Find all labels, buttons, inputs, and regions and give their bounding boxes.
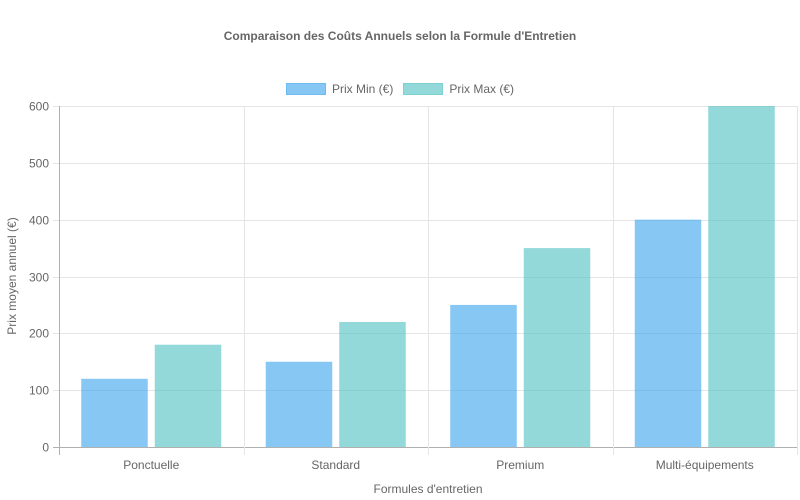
x-tick-label: Standard: [311, 458, 360, 472]
chart-legend: Prix Min (€) Prix Max (€): [0, 82, 800, 96]
bar-prix-min[interactable]: [450, 304, 517, 447]
bar-prix-min[interactable]: [265, 361, 333, 447]
x-tick-label: Premium: [496, 458, 544, 472]
y-axis-label: Prix moyen annuel (€): [5, 217, 19, 335]
y-axis-ticks: 0 100 200 300 400 500 600: [29, 100, 49, 455]
y-tick-label: 400: [29, 214, 49, 228]
bar-prix-max[interactable]: [154, 344, 222, 447]
bar-prix-max[interactable]: [339, 321, 406, 447]
y-tick-label: 300: [29, 271, 49, 285]
legend-item-prix-min[interactable]: Prix Min (€): [285, 82, 394, 96]
bar-prix-max[interactable]: [708, 106, 775, 447]
legend-swatch-prix-min: [285, 83, 326, 95]
legend-label-prix-max: Prix Max (€): [449, 82, 514, 96]
x-axis-label: Formules d'entretien: [373, 482, 483, 496]
y-tick-label: 600: [29, 100, 49, 114]
legend-label-prix-min: Prix Min (€): [331, 82, 394, 96]
legend-item-prix-max[interactable]: Prix Max (€): [403, 82, 514, 96]
y-tick-label: 500: [29, 157, 49, 171]
y-tick-label: 0: [42, 441, 49, 455]
chart-title: Comparaison des Coûts Annuels selon la F…: [223, 29, 577, 43]
bar-prix-max[interactable]: [523, 248, 591, 447]
bars: [81, 106, 775, 447]
bar-prix-min[interactable]: [81, 378, 148, 447]
y-tick-label: 200: [29, 327, 49, 341]
x-tick-label: Multi-équipements: [656, 458, 754, 472]
x-axis-ticks: Ponctuelle Standard Premium Multi-équipemen…: [123, 458, 754, 472]
legend-swatch-prix-max: [403, 83, 444, 95]
y-tick-label: 100: [29, 384, 49, 398]
x-tick-label: Ponctuelle: [123, 458, 179, 472]
bar-prix-min[interactable]: [634, 219, 702, 447]
